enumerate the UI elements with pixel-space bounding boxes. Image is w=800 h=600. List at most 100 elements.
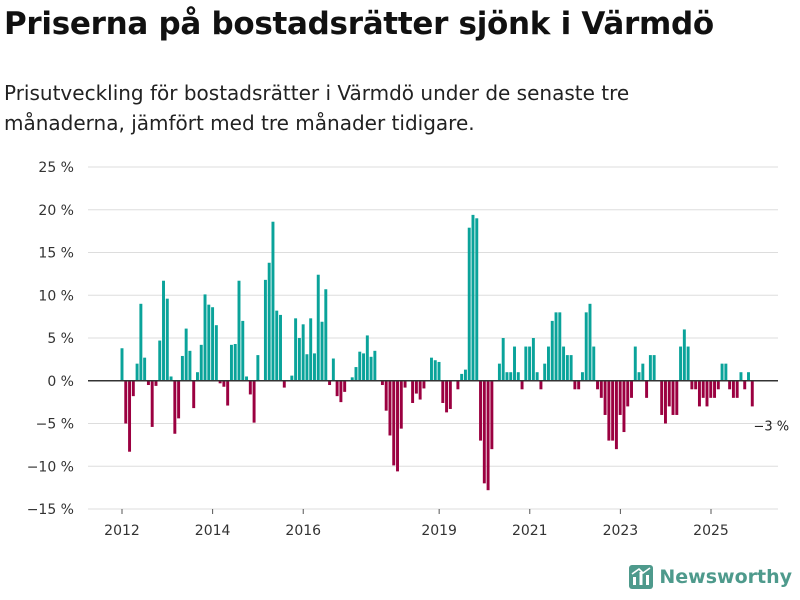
bar	[297, 338, 301, 381]
bar	[331, 358, 335, 381]
bar	[418, 380, 422, 400]
bar	[139, 303, 143, 381]
bar	[403, 380, 407, 388]
bar	[633, 346, 637, 381]
bar	[482, 380, 486, 484]
bar	[135, 363, 139, 381]
bar	[414, 380, 418, 394]
x-tick-label: 2023	[603, 523, 639, 539]
bar	[618, 380, 622, 415]
bar	[516, 372, 520, 381]
bar	[720, 363, 724, 381]
bar	[622, 380, 626, 433]
bar	[233, 343, 237, 381]
bar	[724, 363, 728, 381]
bar	[675, 380, 679, 415]
bar	[354, 367, 358, 381]
bar	[294, 318, 298, 381]
bar	[728, 380, 732, 390]
bar	[584, 312, 588, 381]
bar	[226, 380, 230, 406]
bar	[275, 310, 279, 381]
bar	[448, 380, 452, 409]
bar	[263, 279, 267, 381]
bar	[596, 380, 600, 390]
bar	[169, 376, 173, 381]
bar	[456, 380, 460, 390]
bar	[671, 380, 675, 415]
bar	[645, 380, 649, 398]
bar	[513, 346, 516, 381]
bar	[565, 355, 569, 381]
bar	[128, 380, 132, 452]
bar	[279, 314, 282, 381]
bar	[528, 346, 532, 381]
bar	[380, 380, 384, 386]
bar	[365, 335, 369, 381]
bar	[547, 346, 550, 381]
chart-subtitle: Prisutveckling för bostadsrätter i Värmd…	[4, 81, 630, 135]
bar	[339, 380, 343, 403]
bar	[543, 363, 547, 381]
bar	[211, 307, 215, 381]
bar	[690, 380, 694, 390]
bar	[271, 221, 275, 381]
bar	[735, 380, 739, 398]
bar	[256, 355, 260, 381]
brand-logo[interactable]: Newsworthy	[629, 562, 792, 592]
bar	[648, 355, 652, 381]
x-tick-label: 2025	[693, 523, 729, 539]
bar	[694, 380, 698, 390]
bar	[747, 372, 750, 381]
bar	[577, 380, 581, 390]
bar	[520, 380, 524, 390]
bar	[660, 380, 664, 415]
bar	[441, 380, 445, 403]
bar	[422, 380, 426, 389]
bar	[392, 380, 396, 466]
y-tick-label: 5 %	[47, 331, 74, 347]
bar	[637, 372, 641, 381]
bar	[558, 312, 562, 381]
bar	[535, 372, 539, 381]
bar	[682, 329, 686, 381]
bar	[305, 354, 309, 381]
bar	[479, 380, 483, 441]
bar	[592, 346, 596, 381]
bar	[388, 380, 392, 436]
bar	[731, 380, 735, 398]
bar	[184, 328, 188, 381]
bar	[686, 346, 690, 381]
bar	[207, 304, 211, 381]
bar	[588, 303, 592, 381]
bar	[222, 380, 226, 387]
bar	[180, 355, 184, 381]
bar	[245, 376, 249, 381]
bar	[501, 338, 505, 381]
bar	[177, 380, 181, 419]
bar	[131, 380, 135, 397]
bar	[252, 380, 256, 423]
y-tick-label: −5 %	[36, 417, 74, 433]
bar	[196, 372, 199, 381]
bar	[475, 218, 479, 381]
bar	[320, 321, 324, 381]
bar	[614, 380, 618, 450]
bar	[328, 380, 332, 386]
bar	[550, 320, 554, 381]
y-tick-label: 25 %	[38, 160, 74, 176]
y-tick-label: −15 %	[27, 502, 74, 518]
bar	[524, 346, 528, 381]
bar	[664, 380, 667, 424]
bar	[497, 363, 501, 381]
bar	[335, 380, 339, 397]
y-tick-label: 20 %	[38, 203, 74, 219]
bar	[343, 380, 347, 392]
bar	[463, 369, 467, 381]
bar	[433, 360, 437, 381]
newsworthy-logo-icon	[629, 565, 654, 589]
bar	[120, 348, 124, 381]
bar	[350, 377, 354, 381]
bar	[739, 372, 743, 381]
bar	[143, 357, 147, 381]
